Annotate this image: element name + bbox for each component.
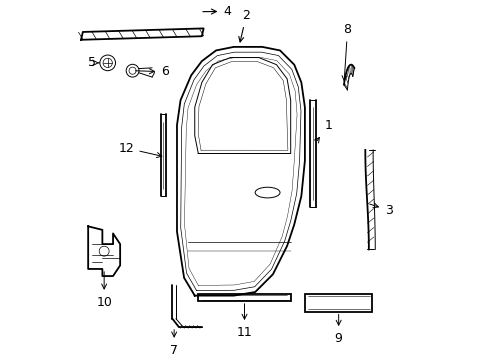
Text: 10: 10 xyxy=(96,272,112,309)
Text: 6: 6 xyxy=(135,65,168,78)
Text: 12: 12 xyxy=(119,141,162,158)
Text: 9: 9 xyxy=(334,314,342,345)
Text: 5: 5 xyxy=(87,57,96,69)
Text: 1: 1 xyxy=(314,118,332,143)
Bar xyxy=(305,294,372,312)
Text: 3: 3 xyxy=(369,203,392,217)
Text: 2: 2 xyxy=(238,9,250,42)
Text: 7: 7 xyxy=(170,330,178,356)
Text: 11: 11 xyxy=(236,304,252,339)
Text: 8: 8 xyxy=(342,23,351,81)
Text: 4: 4 xyxy=(203,5,231,18)
